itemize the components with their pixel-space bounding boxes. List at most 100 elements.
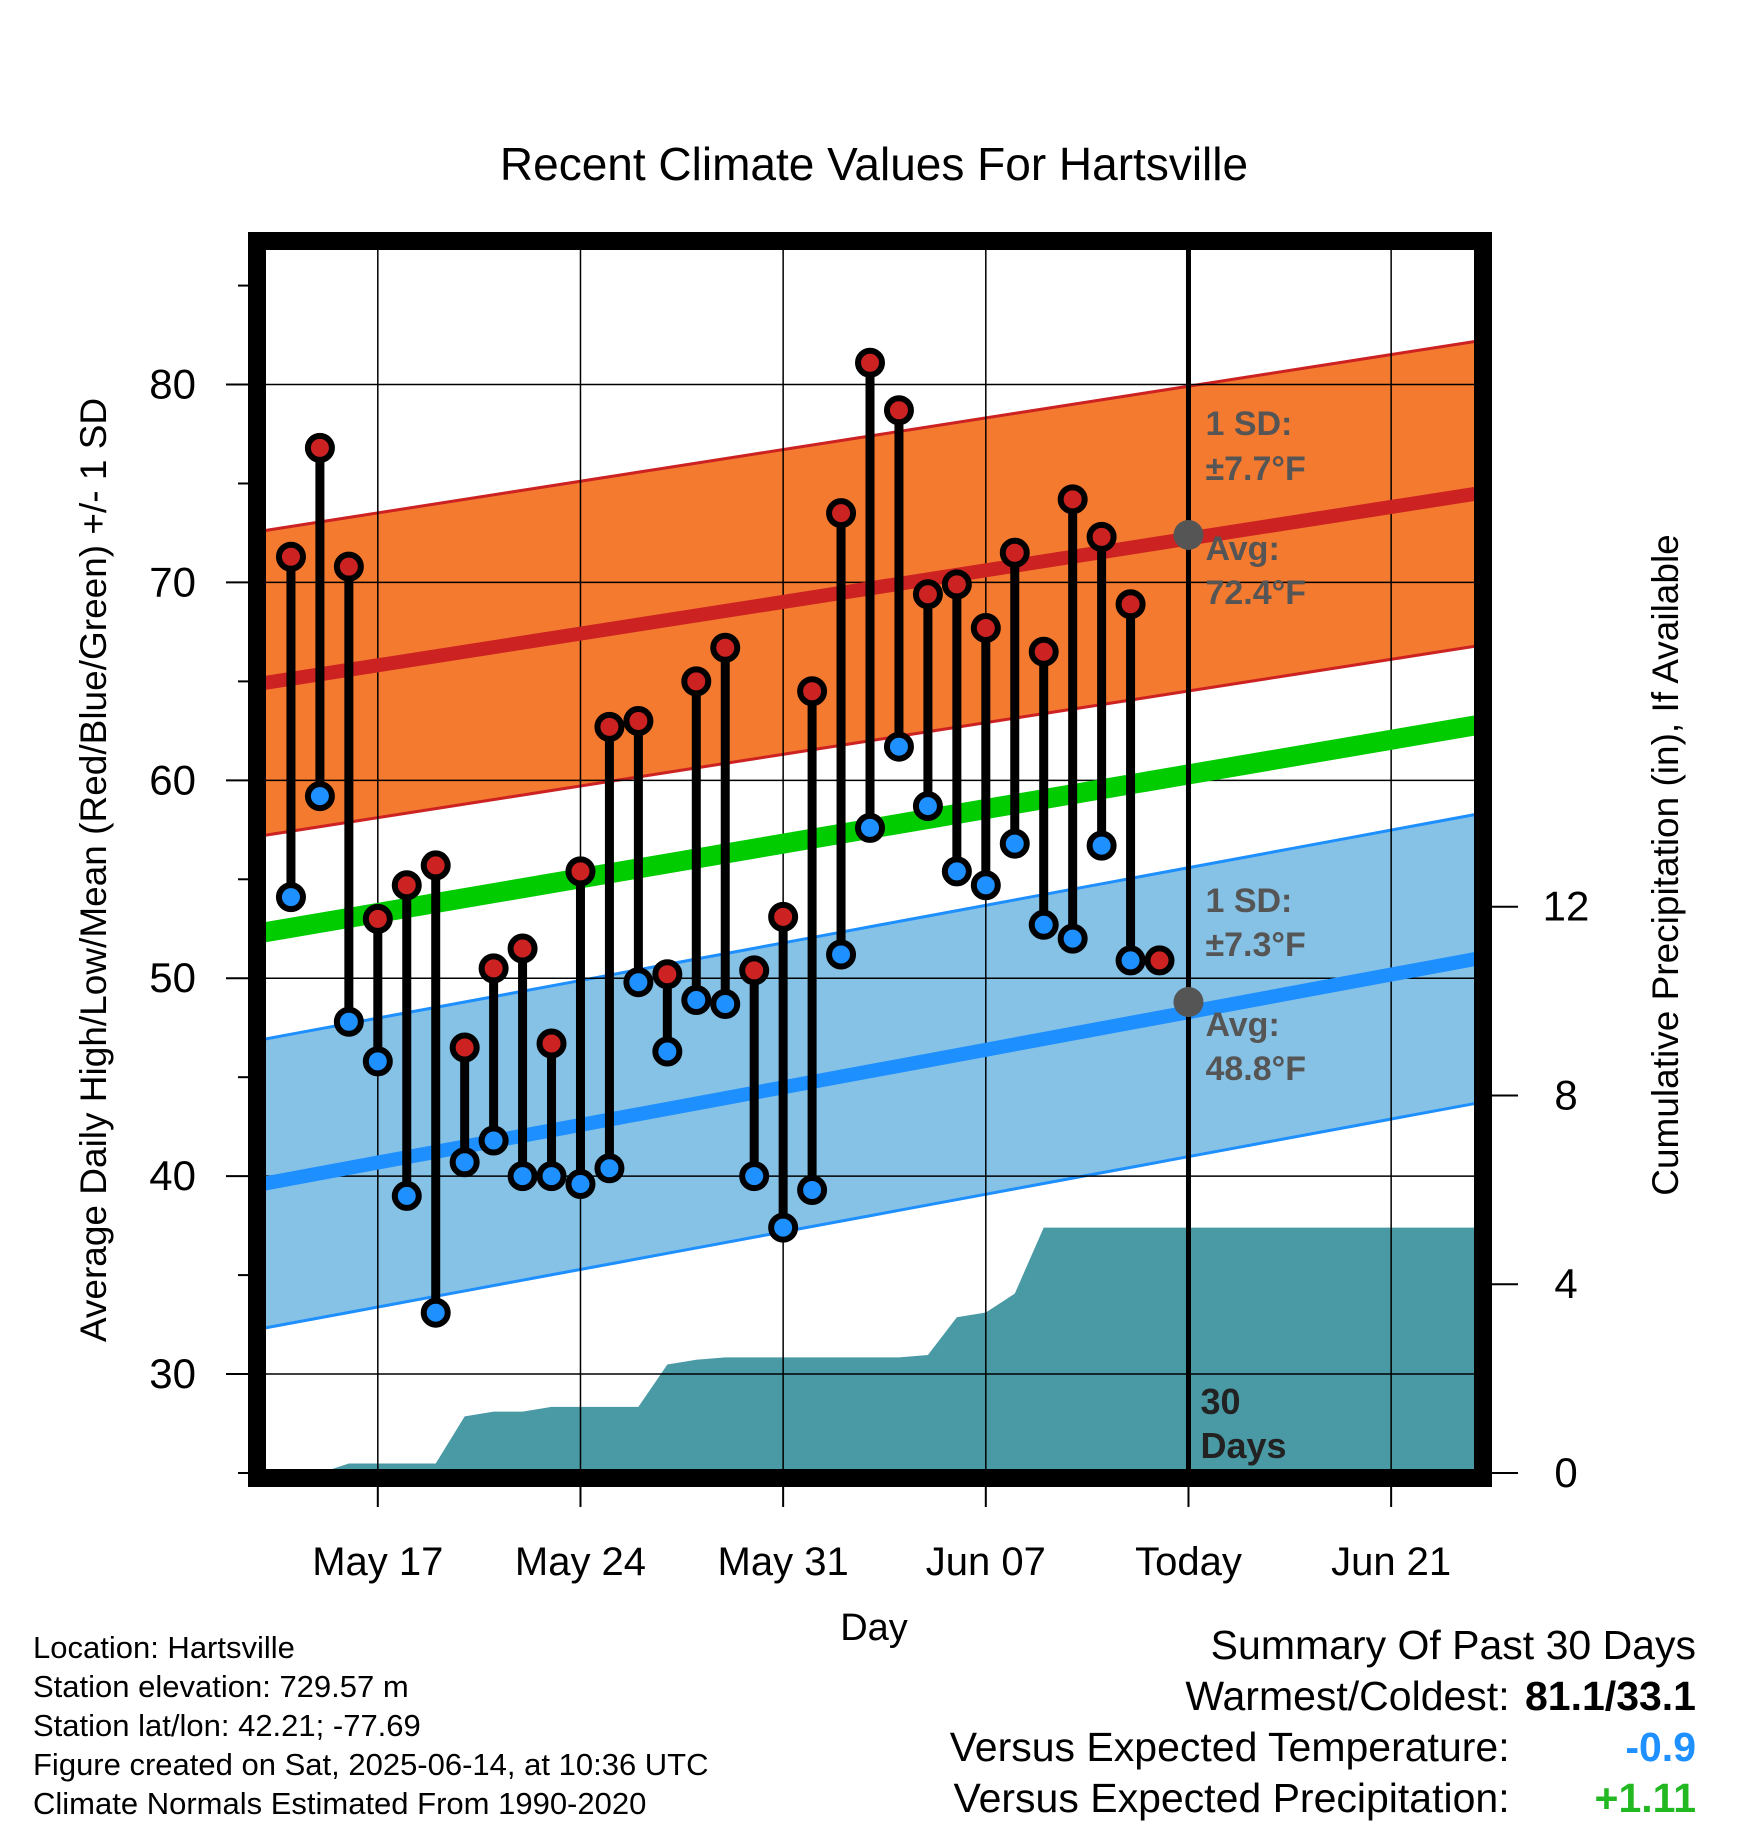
low-temp-point bbox=[449, 1147, 480, 1178]
today-high-average-marker bbox=[1173, 519, 1204, 550]
high-temp-point bbox=[1028, 636, 1059, 667]
y2-tick-label: 12 bbox=[1543, 883, 1590, 930]
x-tick-label: Today bbox=[1135, 1540, 1242, 1584]
y2-tick-label: 4 bbox=[1554, 1260, 1577, 1307]
summary-precip-label: Versus Expected Precipitation: bbox=[953, 1775, 1510, 1821]
high-temp-point bbox=[565, 856, 596, 887]
today-label-line-2: Days bbox=[1200, 1425, 1286, 1466]
precipitation-area bbox=[262, 1227, 1478, 1473]
x-axis-label: Day bbox=[840, 1607, 908, 1649]
high-temp-point bbox=[478, 953, 509, 984]
high-temp-point bbox=[1115, 589, 1146, 620]
station-info: Location: Hartsville Station elevation: … bbox=[33, 1628, 709, 1823]
summary-warmest-label: Warmest/Coldest: bbox=[1185, 1673, 1510, 1719]
y-tick-label: 50 bbox=[149, 954, 196, 1001]
summary-panel: Summary Of Past 30 Days Warmest/Coldest:… bbox=[950, 1620, 1696, 1824]
high-temp-point bbox=[768, 901, 799, 932]
low-temp-point bbox=[275, 882, 306, 913]
high-sd-label: 1 SD: bbox=[1205, 405, 1292, 443]
x-tick-label: Jun 21 bbox=[1331, 1540, 1451, 1584]
summary-precip-value: +1.11 bbox=[1594, 1775, 1696, 1821]
high-temp-point bbox=[999, 537, 1030, 568]
low-temp-point bbox=[391, 1180, 422, 1211]
high-temp-point bbox=[536, 1028, 567, 1059]
low-temp-point bbox=[652, 1036, 683, 1067]
high-temp-point bbox=[623, 705, 654, 736]
summary-heading: Summary Of Past 30 Days bbox=[1210, 1622, 1696, 1668]
plot-frame bbox=[248, 232, 1492, 1487]
y2-axis-label: Cumulative Precipitation (in), If Availa… bbox=[1645, 534, 1686, 1196]
info-latlon: Station lat/lon: 42.21; -77.69 bbox=[33, 1708, 421, 1743]
x-tick-label: May 24 bbox=[515, 1540, 646, 1584]
today-label-line-1: 30 bbox=[1200, 1381, 1240, 1422]
high-temp-point bbox=[855, 347, 885, 378]
high-sd-value: ±7.7°F bbox=[1205, 450, 1305, 488]
summary-temp-value: -0.9 bbox=[1625, 1724, 1696, 1770]
y-tick-label: 70 bbox=[149, 558, 196, 605]
y-tick-label: 30 bbox=[149, 1350, 196, 1397]
low-temp-point bbox=[739, 1161, 770, 1192]
low-temp-point bbox=[883, 731, 914, 762]
high-avg-label: Avg: bbox=[1205, 530, 1279, 568]
high-avg-value: 72.4°F bbox=[1205, 574, 1306, 612]
low-temp-point bbox=[362, 1046, 393, 1077]
low-temp-point bbox=[1086, 830, 1117, 861]
high-temp-point bbox=[1144, 945, 1175, 976]
high-temp-point bbox=[275, 541, 306, 572]
info-elevation: Station elevation: 729.57 m bbox=[33, 1669, 409, 1704]
high-temp-point bbox=[941, 569, 972, 600]
low-temp-point bbox=[826, 939, 857, 970]
low-temp-point bbox=[594, 1153, 625, 1184]
high-temp-point bbox=[883, 395, 914, 426]
x-tick-label: May 17 bbox=[312, 1540, 443, 1584]
low-temp-point bbox=[681, 985, 712, 1016]
info-location: Location: Hartsville bbox=[33, 1630, 295, 1665]
low-temp-point bbox=[941, 856, 972, 887]
high-temp-point bbox=[449, 1032, 480, 1063]
high-temp-point bbox=[362, 903, 393, 934]
high-temp-point bbox=[652, 959, 683, 990]
high-temp-point bbox=[1086, 521, 1117, 552]
x-tick-label: May 31 bbox=[718, 1540, 849, 1584]
high-temp-point bbox=[739, 955, 770, 986]
low-temp-point bbox=[420, 1297, 451, 1328]
summary-temp-row: Versus Expected Temperature: -0.9 bbox=[950, 1722, 1696, 1773]
low-temp-point bbox=[304, 781, 335, 812]
info-created: Figure created on Sat, 2025-06-14, at 10… bbox=[33, 1747, 709, 1782]
y-tick-label: 80 bbox=[149, 361, 196, 408]
low-temp-point bbox=[970, 870, 1001, 901]
y2-tick-label: 0 bbox=[1554, 1449, 1577, 1496]
low-lower-sd-line bbox=[261, 1101, 1479, 1331]
high-temp-point bbox=[391, 870, 422, 901]
high-temp-point bbox=[710, 632, 741, 663]
low-upper-sd-line bbox=[261, 812, 1479, 1042]
high-temp-point bbox=[912, 579, 943, 610]
info-normals: Climate Normals Estimated From 1990-2020 bbox=[33, 1786, 647, 1821]
high-temp-point bbox=[333, 551, 364, 582]
low-temp-point bbox=[710, 988, 741, 1019]
high-temp-point bbox=[970, 612, 1001, 643]
low-avg-label: Avg: bbox=[1205, 1006, 1279, 1044]
high-temp-point bbox=[420, 850, 451, 881]
high-temp-point bbox=[594, 711, 625, 742]
x-tick-label: Jun 07 bbox=[926, 1540, 1046, 1584]
low-temp-point bbox=[565, 1169, 596, 1200]
low-temp-point bbox=[999, 828, 1030, 859]
high-temp-point bbox=[797, 676, 828, 707]
low-sd-value: ±7.3°F bbox=[1205, 926, 1305, 964]
low-temp-point bbox=[1115, 945, 1146, 976]
low-temp-point bbox=[768, 1212, 799, 1243]
today-low-average-marker bbox=[1173, 986, 1204, 1017]
low-sd-label: 1 SD: bbox=[1205, 882, 1292, 920]
high-temp-point bbox=[826, 498, 857, 529]
high-temp-point bbox=[507, 933, 538, 964]
low-temp-point bbox=[855, 812, 885, 843]
low-temp-point bbox=[797, 1174, 828, 1205]
chart-title: Recent Climate Values For Hartsville bbox=[500, 138, 1248, 190]
low-avg-value: 48.8°F bbox=[1205, 1050, 1306, 1088]
low-temp-point bbox=[623, 967, 654, 998]
y-tick-label: 60 bbox=[149, 756, 196, 803]
y2-tick-label: 8 bbox=[1554, 1071, 1577, 1118]
summary-warmest-row: Warmest/Coldest: 81.1/33.1 bbox=[950, 1671, 1696, 1722]
